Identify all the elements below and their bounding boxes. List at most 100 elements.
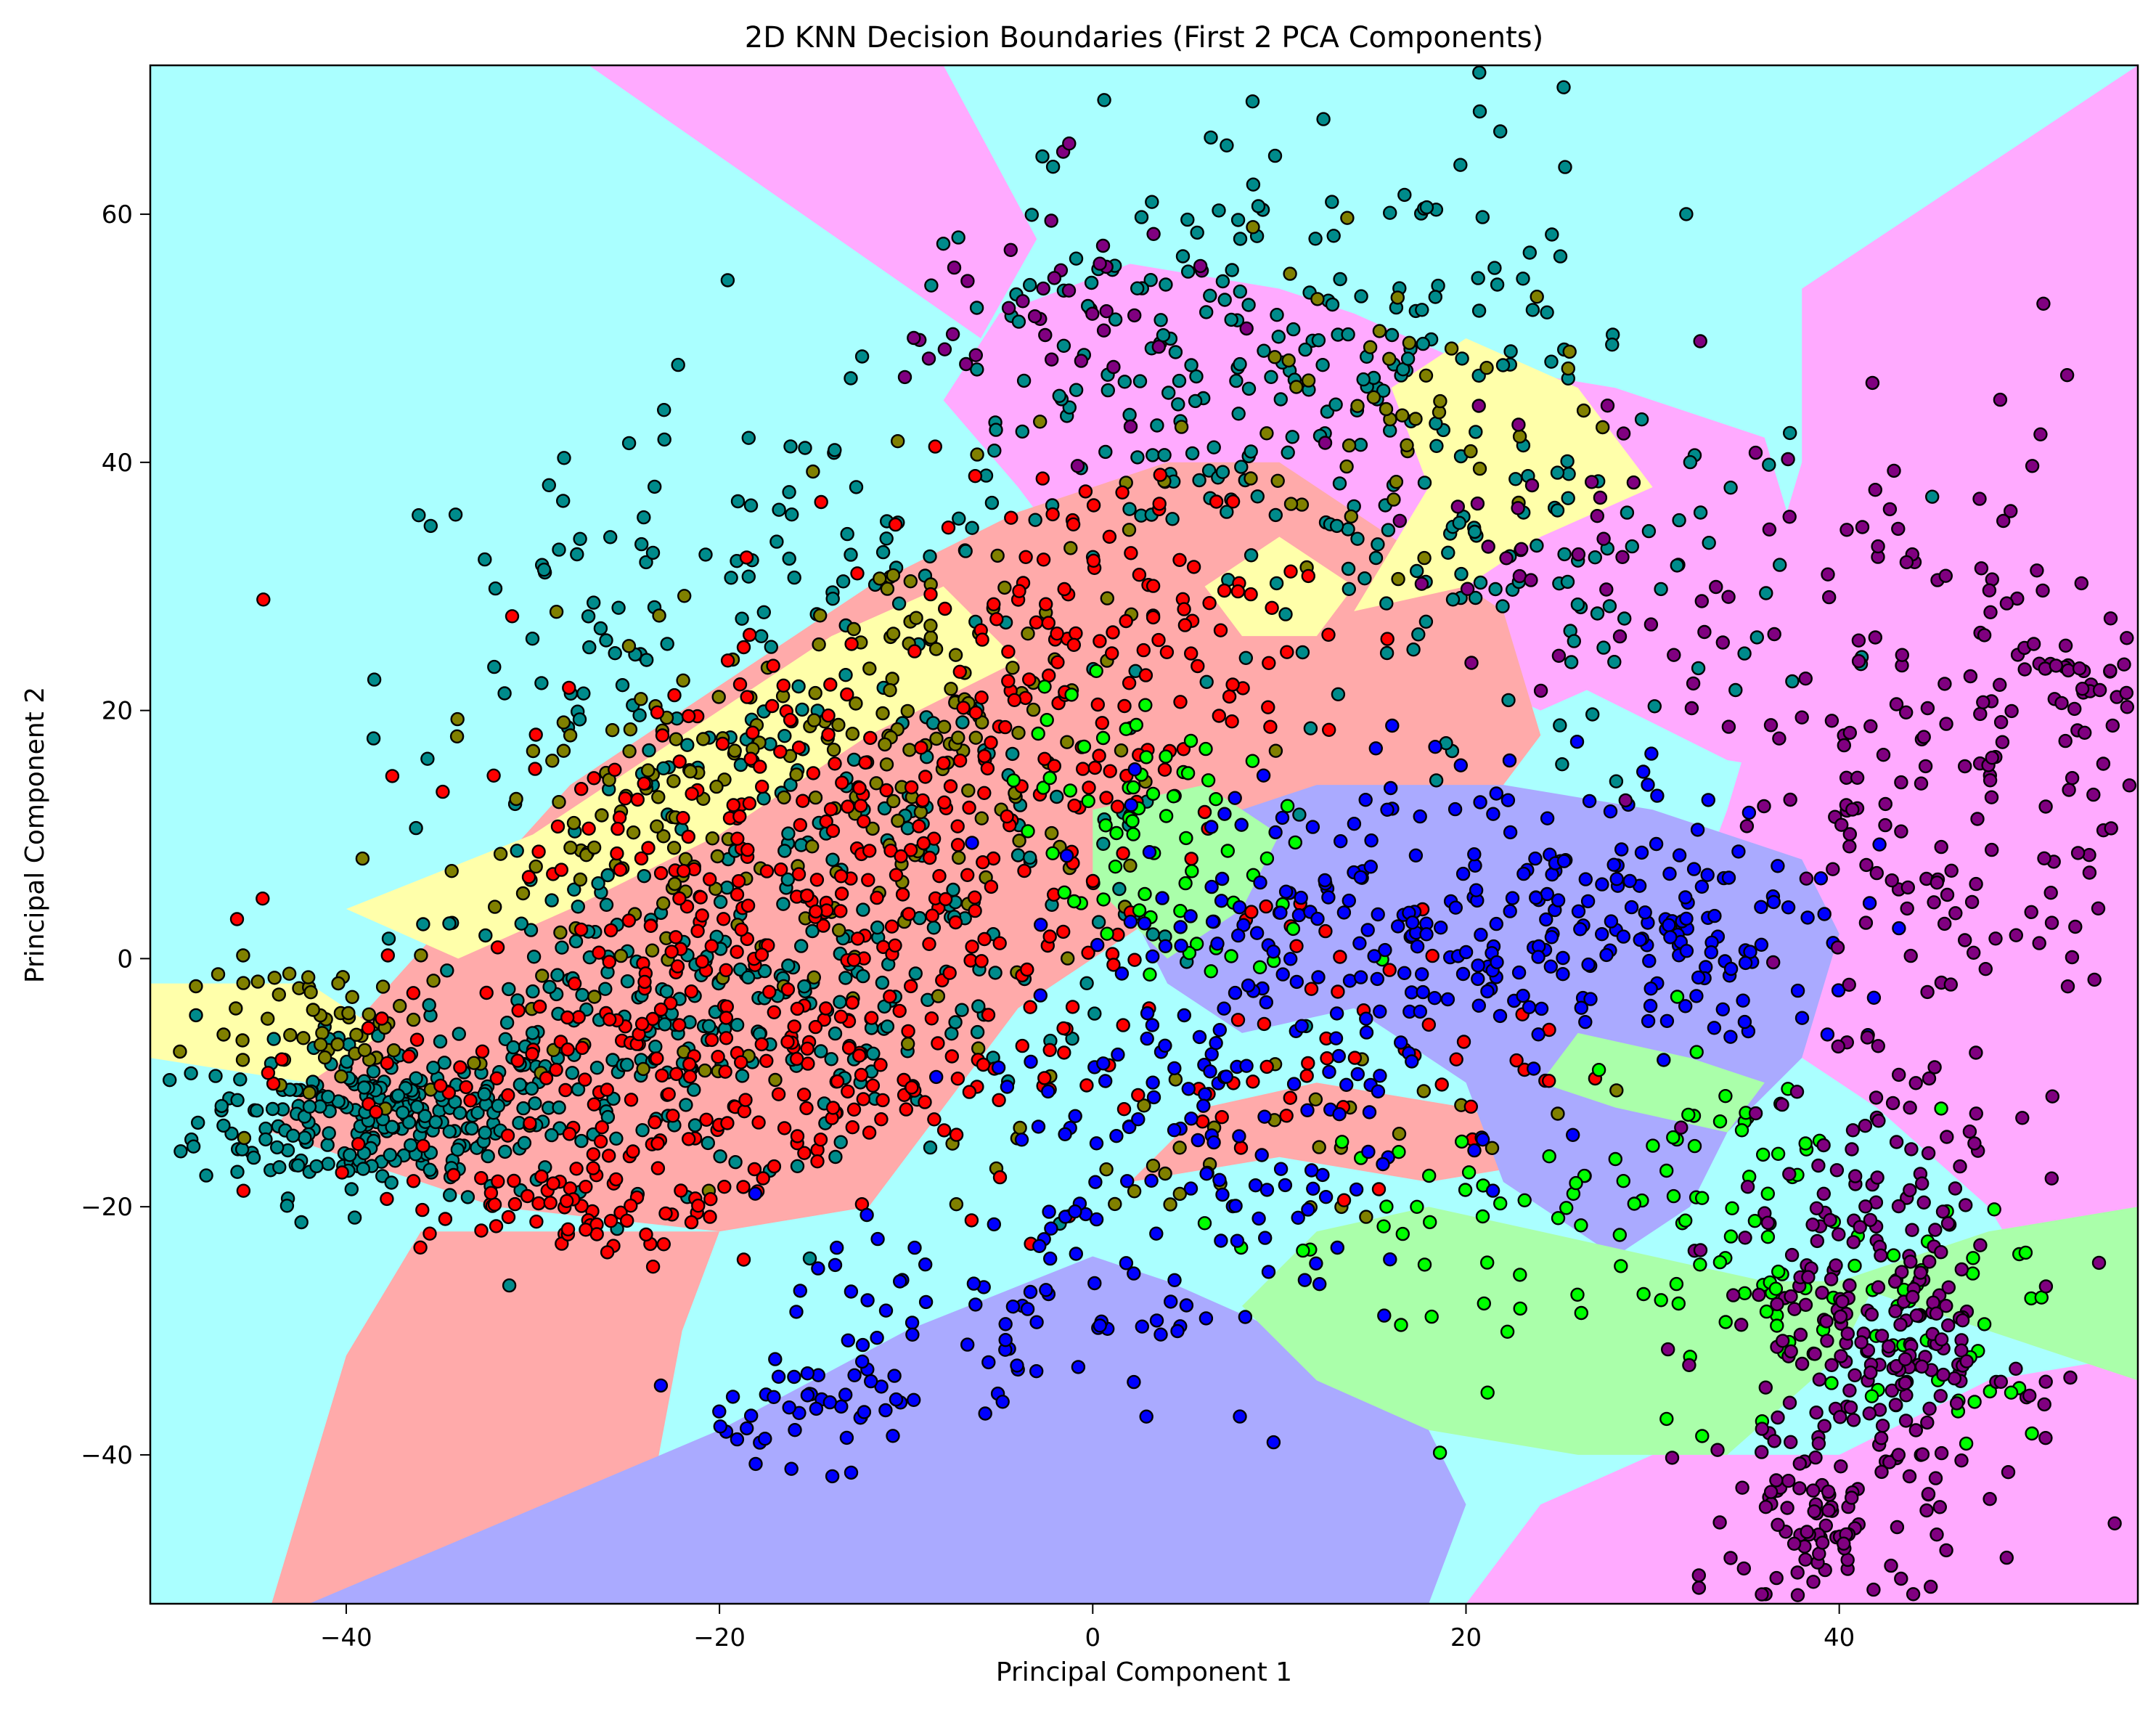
data-point-blue — [1794, 1011, 1810, 1025]
data-point-purple — [1935, 1204, 1951, 1219]
data-point-teal — [1468, 590, 1483, 605]
data-point-blue — [1817, 907, 1832, 921]
data-point-purple — [1929, 1306, 1944, 1321]
data-point-blue — [906, 1392, 921, 1408]
data-point-red — [256, 592, 271, 607]
data-point-teal — [1454, 566, 1469, 582]
data-point-green — [1591, 1062, 1606, 1077]
data-point-green — [1574, 1218, 1588, 1233]
data-point-red — [1347, 1051, 1363, 1065]
data-point-green — [1517, 1193, 1532, 1208]
data-points — [162, 65, 2137, 1602]
data-point-red — [901, 1024, 915, 1039]
data-point-red — [507, 1196, 523, 1212]
data-point-red — [895, 887, 910, 902]
data-point-red — [1057, 582, 1071, 597]
data-point-blue — [1024, 1054, 1038, 1069]
data-point-red — [883, 989, 897, 1004]
data-point-red — [736, 1252, 751, 1267]
data-point-blue — [1234, 817, 1249, 832]
data-point-blue — [1707, 908, 1722, 923]
data-point-teal — [608, 646, 622, 661]
data-point-teal — [550, 968, 565, 982]
data-point-red — [1056, 1021, 1071, 1036]
data-point-purple — [1499, 551, 1514, 566]
data-point-teal — [1251, 199, 1266, 213]
data-point-red — [669, 930, 683, 945]
data-point-purple — [2058, 733, 2073, 749]
data-point-blue — [1609, 871, 1624, 886]
data-point-purple — [2103, 611, 2118, 626]
data-point-red — [695, 908, 709, 923]
data-point-red — [1029, 615, 1044, 629]
data-point-teal — [576, 686, 591, 701]
data-point-blue — [1393, 1035, 1408, 1050]
data-point-teal — [776, 897, 791, 911]
data-point-teal — [420, 751, 435, 766]
data-point-purple — [1874, 1248, 1888, 1263]
data-point-red — [693, 890, 708, 905]
data-point-teal — [1602, 599, 1617, 613]
data-point-red — [650, 1136, 665, 1151]
data-point-red — [663, 996, 678, 1011]
data-point-blue — [1196, 1098, 1211, 1113]
data-point-blue — [1257, 1109, 1272, 1124]
data-point-olive — [1408, 412, 1423, 426]
data-point-teal — [1670, 558, 1685, 573]
data-point-red — [1177, 618, 1193, 632]
data-point-teal — [1328, 397, 1343, 412]
data-point-blue — [1480, 984, 1495, 999]
data-point-teal — [970, 362, 984, 377]
data-point-blue — [1044, 1221, 1058, 1236]
data-point-blue — [918, 1294, 934, 1310]
data-point-olive — [1289, 380, 1304, 394]
data-point-purple — [2087, 972, 2102, 987]
data-point-teal — [814, 1044, 828, 1059]
data-point-teal — [1130, 450, 1145, 465]
data-point-green — [1394, 1318, 1408, 1332]
data-point-purple — [1871, 1114, 1886, 1128]
data-point-purple — [2082, 865, 2097, 880]
data-point-blue — [1475, 1132, 1490, 1147]
data-point-teal — [1238, 650, 1254, 665]
data-point-olive — [1400, 438, 1414, 452]
data-point-teal — [1570, 598, 1585, 612]
data-point-teal — [833, 1135, 848, 1149]
data-point-teal — [1292, 807, 1307, 822]
data-point-olive — [656, 829, 671, 844]
data-point-olive — [849, 696, 863, 711]
data-point-purple — [2026, 637, 2041, 651]
data-point-teal — [321, 1089, 335, 1104]
data-point-purple — [1927, 895, 1941, 910]
data-point-blue — [1352, 936, 1367, 951]
data-point-purple — [1775, 1334, 1790, 1348]
data-point-red — [892, 1003, 907, 1019]
data-point-olive — [1485, 1141, 1500, 1156]
data-point-red — [520, 1188, 535, 1204]
data-point-red — [918, 1095, 932, 1109]
data-point-purple — [1851, 654, 1866, 669]
data-point-blue — [987, 1217, 1002, 1232]
data-point-red — [650, 705, 665, 719]
data-point-teal — [1371, 537, 1385, 552]
data-point-blue — [887, 1369, 902, 1383]
data-point-teal — [470, 1105, 485, 1120]
data-point-teal — [648, 1039, 663, 1054]
data-point-blue — [1153, 1327, 1168, 1342]
data-point-blue — [892, 1274, 907, 1289]
data-point-olive — [1417, 550, 1432, 566]
data-point-red — [578, 1072, 592, 1087]
data-point-blue — [918, 1257, 933, 1272]
data-point-teal — [517, 1135, 532, 1151]
data-point-olive — [968, 730, 984, 745]
data-point-olive — [1172, 1141, 1187, 1155]
data-point-teal — [756, 791, 771, 806]
data-point-purple — [1794, 710, 1809, 725]
data-point-red — [603, 923, 618, 938]
data-point-purple — [1891, 1448, 1906, 1462]
data-point-red — [669, 1067, 684, 1082]
data-point-olive — [1342, 438, 1357, 453]
data-point-teal — [735, 611, 749, 626]
data-point-olive — [1382, 351, 1397, 366]
data-point-olive — [970, 447, 984, 462]
